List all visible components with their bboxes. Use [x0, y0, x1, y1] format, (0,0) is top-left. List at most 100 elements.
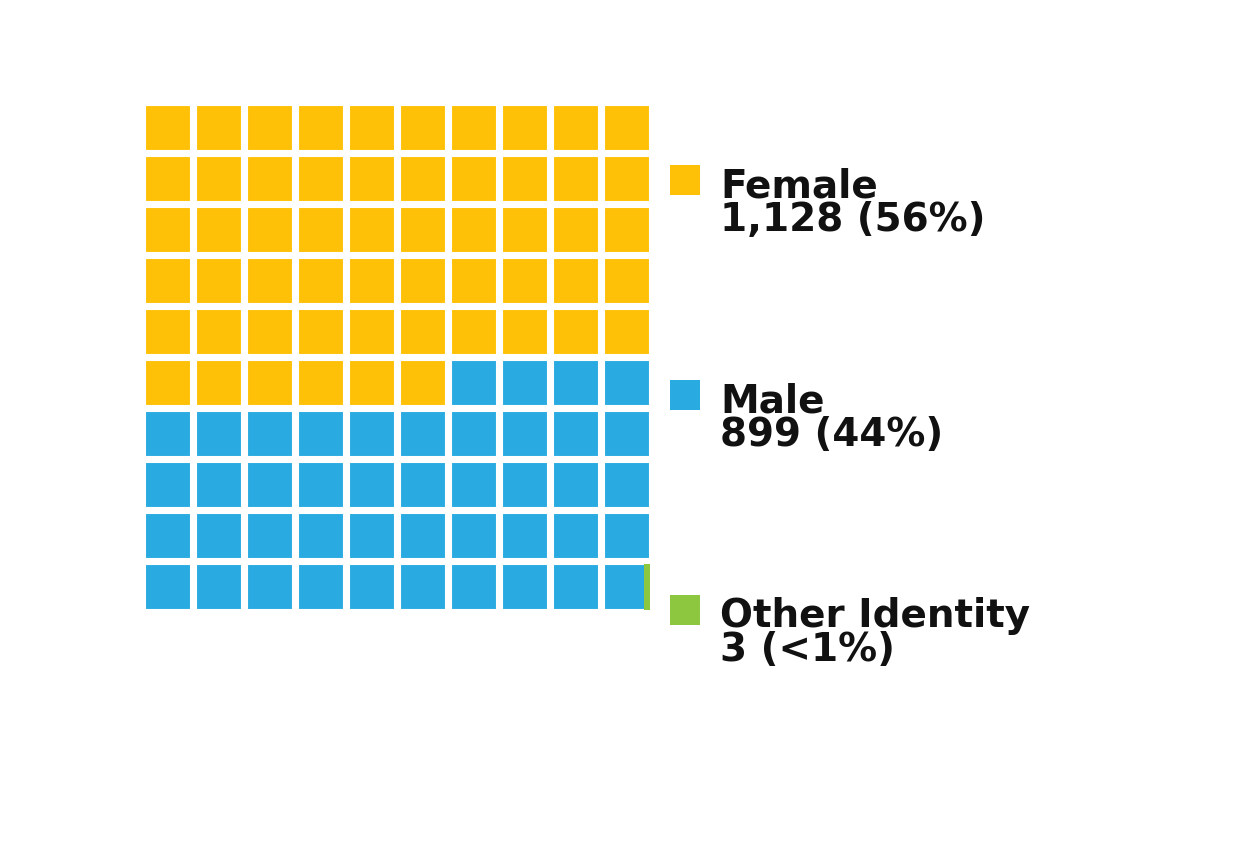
Bar [247, 411, 293, 457]
Bar [670, 165, 700, 195]
Bar [247, 105, 293, 151]
Bar [451, 105, 497, 151]
Text: Male: Male [720, 382, 824, 420]
Bar [400, 309, 446, 355]
Bar [349, 513, 395, 559]
Bar [604, 513, 650, 559]
Bar [195, 207, 242, 253]
Bar [195, 411, 242, 457]
Bar [502, 105, 548, 151]
Text: 1,128 (56%): 1,128 (56%) [720, 201, 986, 239]
Bar [349, 207, 395, 253]
Text: Female: Female [720, 167, 878, 205]
Bar [298, 207, 344, 253]
Bar [144, 360, 190, 406]
Bar [502, 411, 548, 457]
Bar [553, 411, 599, 457]
Bar [144, 564, 190, 610]
Bar [502, 513, 548, 559]
Bar [195, 156, 242, 202]
Bar [451, 564, 497, 610]
Bar [349, 411, 395, 457]
Bar [298, 513, 344, 559]
Bar [144, 156, 190, 202]
Bar [604, 258, 650, 304]
Bar [298, 309, 344, 355]
Bar [400, 360, 446, 406]
Bar [144, 258, 190, 304]
Bar [195, 564, 242, 610]
Bar [247, 207, 293, 253]
Text: 3 (<1%): 3 (<1%) [720, 631, 895, 669]
Bar [451, 258, 497, 304]
Bar [400, 156, 446, 202]
Bar [247, 309, 293, 355]
Bar [604, 360, 650, 406]
Bar [553, 105, 599, 151]
Bar [195, 105, 242, 151]
Bar [298, 411, 344, 457]
Bar [349, 462, 395, 508]
Bar [553, 462, 599, 508]
Bar [451, 207, 497, 253]
Bar [298, 258, 344, 304]
Bar [451, 513, 497, 559]
Bar [645, 564, 650, 610]
Bar [144, 411, 190, 457]
Bar [247, 462, 293, 508]
Bar [144, 513, 190, 559]
Bar [298, 156, 344, 202]
Bar [144, 207, 190, 253]
Bar [604, 156, 650, 202]
Bar [604, 309, 650, 355]
Bar [604, 411, 650, 457]
Bar [349, 156, 395, 202]
Bar [400, 564, 446, 610]
Bar [553, 513, 599, 559]
Bar [451, 360, 497, 406]
Text: Other Identity: Other Identity [720, 597, 1030, 635]
Bar [604, 564, 650, 610]
Bar [195, 360, 242, 406]
Bar [349, 564, 395, 610]
Text: 899 (44%): 899 (44%) [720, 416, 944, 454]
Bar [670, 380, 700, 410]
Bar [349, 309, 395, 355]
Bar [670, 595, 700, 625]
Bar [400, 258, 446, 304]
Bar [400, 462, 446, 508]
Bar [400, 207, 446, 253]
Bar [298, 105, 344, 151]
Bar [195, 309, 242, 355]
Bar [298, 564, 344, 610]
Bar [144, 105, 190, 151]
Bar [604, 105, 650, 151]
Bar [553, 156, 599, 202]
Bar [502, 207, 548, 253]
Bar [247, 513, 293, 559]
Bar [400, 411, 446, 457]
Bar [247, 258, 293, 304]
Bar [502, 564, 548, 610]
Bar [195, 462, 242, 508]
Bar [451, 411, 497, 457]
Bar [349, 105, 395, 151]
Bar [195, 258, 242, 304]
Bar [451, 156, 497, 202]
Bar [400, 105, 446, 151]
Bar [502, 462, 548, 508]
Bar [451, 462, 497, 508]
Bar [195, 513, 242, 559]
Bar [144, 462, 190, 508]
Bar [298, 462, 344, 508]
Bar [502, 360, 548, 406]
Bar [247, 156, 293, 202]
Bar [400, 513, 446, 559]
Bar [553, 564, 599, 610]
Bar [553, 360, 599, 406]
Bar [349, 360, 395, 406]
Bar [451, 309, 497, 355]
Bar [604, 207, 650, 253]
Bar [553, 207, 599, 253]
Bar [298, 360, 344, 406]
